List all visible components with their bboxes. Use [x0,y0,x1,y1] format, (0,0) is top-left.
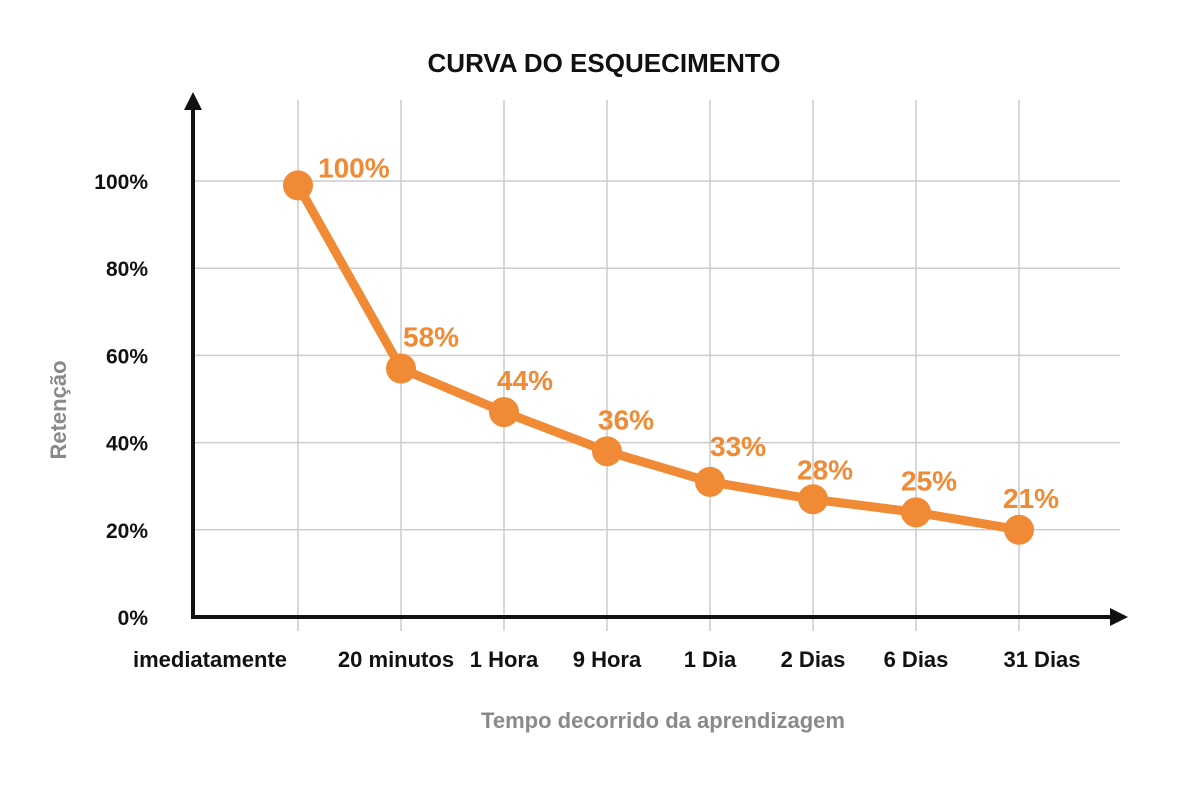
x-tick-label: 6 Dias [884,647,949,672]
axes [184,92,1128,626]
data-point [901,497,931,528]
data-label: 25% [901,465,957,496]
y-tick-label: 0% [118,607,149,630]
x-tick-label: 9 Hora [573,647,642,672]
y-axis-arrow-icon [184,92,202,110]
data-point [1004,514,1034,545]
y-tick-label: 60% [106,345,148,368]
x-tick-label: 31 Dias [1003,647,1080,672]
x-tick-label: 1 Hora [470,647,539,672]
y-tick-label: 100% [94,171,148,194]
data-label: 44% [497,365,553,396]
x-tick-label: 2 Dias [781,647,846,672]
data-point [283,170,313,201]
data-point [489,397,519,428]
data-label: 33% [710,431,766,462]
data-labels: 100% 58% 44% 36% 33% 28% 25% 21% [318,152,1059,513]
series-line [293,180,1024,535]
data-label: 58% [403,321,459,352]
y-tick-label: 80% [106,258,148,281]
x-tick-label: imediatamente [133,647,287,672]
data-point [798,484,828,515]
data-label: 36% [598,404,654,435]
x-tick-label: 20 minutos [338,647,454,672]
data-point [386,353,416,384]
data-label: 28% [797,454,853,485]
data-point [592,436,622,467]
data-label: 21% [1003,483,1059,514]
y-tick-label: 40% [106,433,148,456]
x-axis-label: Tempo decorrido da aprendizagem [481,708,845,733]
x-tick-label: 1 Dia [684,647,737,672]
data-point [695,466,725,497]
x-axis-arrow-icon [1110,608,1128,626]
data-label: 100% [318,152,390,183]
series-retention [283,170,1034,545]
x-tick-labels: imediatamente 20 minutos 1 Hora 9 Hora 1 Dia… [133,647,1081,672]
y-tick-labels: 0% 20% 40% 60% 80% 100% [94,171,148,630]
y-tick-label: 20% [106,520,148,543]
chart-title: CURVA DO ESQUECIMENTO [428,48,781,78]
y-axis-label: Retenção [46,360,71,459]
